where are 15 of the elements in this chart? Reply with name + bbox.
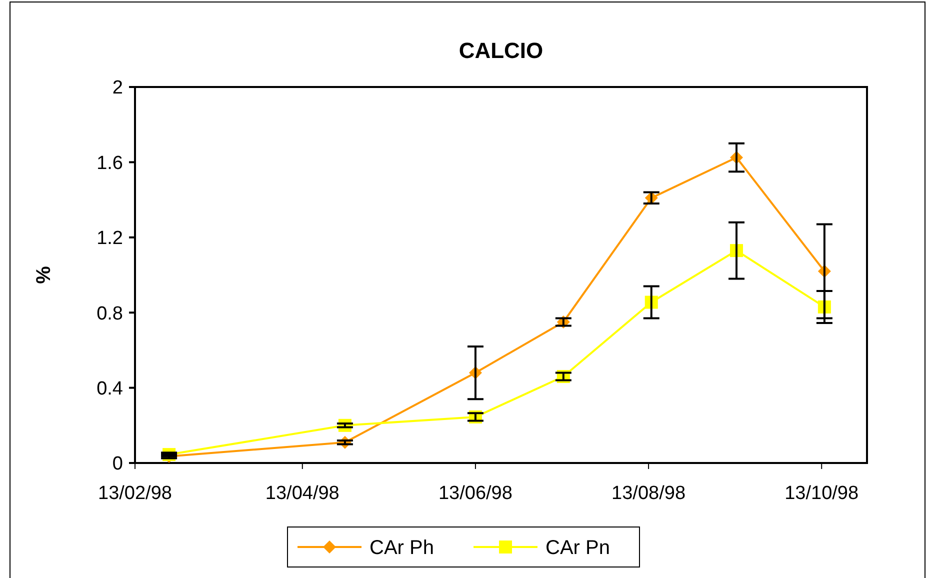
y-tick-label: 1.6 [96, 152, 123, 174]
y-tick-label: 1.2 [96, 228, 123, 250]
x-tick-label: 13/08/98 [612, 483, 686, 504]
legend-label: CAr Pn [546, 537, 610, 559]
y-tick-label: 2 [112, 78, 123, 99]
x-tick-label: 13/10/98 [784, 483, 859, 504]
y-tick-label: 0 [112, 454, 123, 475]
y-tick-label: 0.4 [96, 378, 124, 400]
y-tick-label: 0.8 [96, 303, 123, 324]
x-tick-label: 13/02/98 [98, 483, 172, 504]
x-tick-label: 13/06/98 [438, 483, 512, 504]
legend-label: CAr Ph [370, 537, 434, 559]
y-axis-title: % [33, 266, 55, 284]
chart-title: CALCIO [458, 38, 544, 63]
x-tick-label: 13/04/98 [265, 483, 340, 504]
